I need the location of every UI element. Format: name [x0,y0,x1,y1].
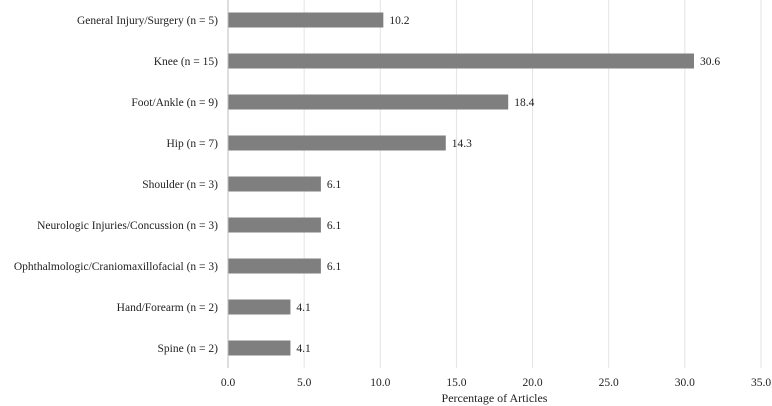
x-tick-label: 25.0 [599,377,619,389]
bar [228,299,291,315]
category-label: General Injury/Surgery (n = 5) [77,15,218,27]
bar [228,135,446,151]
bar [228,176,321,192]
x-tick-label: 10.0 [370,377,390,389]
x-tick-labels: 0.0 5.0 10.0 15.0 20.0 25.0 30.0 35.0 [221,377,772,389]
data-label: 6.1 [327,220,342,232]
data-label: 18.4 [514,97,534,109]
bar [228,217,321,233]
category-label: Spine (n = 2) [158,343,219,355]
bar [228,340,291,356]
data-labels: 10.2 30.6 18.4 14.3 6.1 6.1 6.1 4.1 4.1 [296,15,720,355]
bar [228,94,509,110]
data-label: 14.3 [452,138,472,150]
x-tick-label: 15.0 [446,377,466,389]
data-label: 6.1 [327,179,342,191]
bar [228,53,694,69]
x-tick-label: 0.0 [221,377,236,389]
category-label: Neurologic Injuries/Concussion (n = 3) [37,220,218,232]
category-label: Hand/Forearm (n = 2) [117,302,219,314]
data-label: 30.6 [700,56,720,68]
x-tick-label: 30.0 [675,377,695,389]
data-label: 10.2 [389,15,409,27]
data-label: 4.1 [296,302,311,314]
x-tick-label: 5.0 [297,377,312,389]
x-tick-label: 20.0 [523,377,543,389]
category-labels: General Injury/Surgery (n = 5) Knee (n = … [14,15,218,355]
x-tick-label: 35.0 [751,377,771,389]
category-label: Hip (n = 7) [166,138,218,150]
data-label: 4.1 [296,343,311,355]
category-label: Foot/Ankle (n = 9) [131,97,218,109]
category-label: Shoulder (n = 3) [142,179,218,191]
bar [228,12,384,28]
bars [228,12,694,356]
category-label: Ophthalmologic/Craniomaxillofacial (n = … [14,261,218,273]
data-label: 6.1 [327,261,342,273]
category-label: Knee (n = 15) [154,56,218,68]
x-axis-title: Percentage of Articles [442,391,548,405]
bar [228,258,321,274]
